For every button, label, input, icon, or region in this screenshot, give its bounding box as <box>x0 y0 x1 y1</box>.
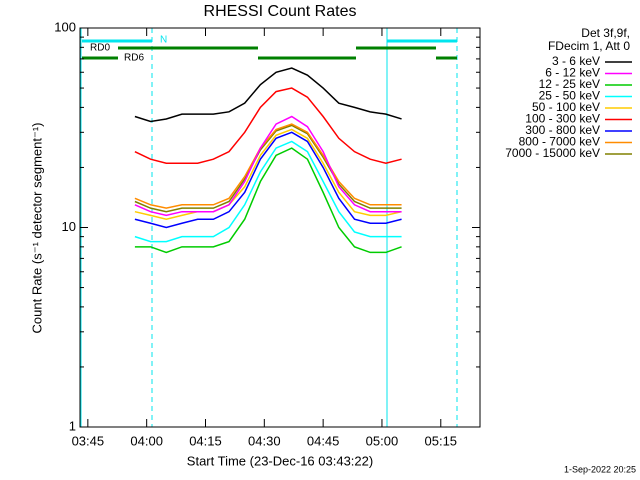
chart-title: RHESSI Count Rates <box>204 3 357 20</box>
x-tick-label: 04:30 <box>248 433 281 448</box>
legend-label: 3 - 6 keV <box>552 54 600 68</box>
legend-label: 7000 - 15000 keV <box>505 146 600 160</box>
x-tick-label: 05:15 <box>425 433 458 448</box>
annotation: N <box>160 35 167 46</box>
series-line <box>134 140 402 243</box>
state-bars <box>82 39 457 60</box>
annotation: RD0 <box>90 43 110 54</box>
series-line <box>134 87 402 164</box>
legend-label: 100 - 300 keV <box>525 112 600 126</box>
legend-title: FDecim 1, Att 0 <box>548 39 630 53</box>
series-line <box>134 124 402 213</box>
annotation: RD6 <box>124 53 144 64</box>
y-tick-label: 10 <box>62 219 76 234</box>
x-tick-label: 04:00 <box>130 433 163 448</box>
legend-label: 25 - 50 keV <box>539 89 600 103</box>
x-tick-label: 04:45 <box>307 433 340 448</box>
series-line <box>134 123 402 209</box>
x-axis-label: Start Time (23-Dec-16 03:43:22) <box>187 453 373 468</box>
x-tick-label: 04:15 <box>189 433 222 448</box>
legend-label: 800 - 7000 keV <box>519 135 600 149</box>
legend-label: 300 - 800 keV <box>525 123 600 137</box>
y-axis-label: Count Rate (s⁻¹ detector segment⁻¹) <box>29 123 44 334</box>
legend-title: Det 3f,9f, <box>581 26 630 40</box>
legend-label: 50 - 100 keV <box>532 100 600 114</box>
y-tick-label: 1 <box>69 418 76 433</box>
series-line <box>134 115 402 217</box>
y-tick-label: 100 <box>54 19 76 34</box>
series-line <box>134 128 402 221</box>
x-tick-label: 03:45 <box>72 433 105 448</box>
series-line <box>134 67 402 123</box>
series-line <box>134 147 402 254</box>
x-tick-label: 05:00 <box>366 433 399 448</box>
series-line <box>134 131 402 229</box>
footer: 1-Sep-2022 20:25 <box>564 464 636 474</box>
legend-label: 12 - 25 keV <box>539 77 600 91</box>
legend-label: 6 - 12 keV <box>545 66 600 80</box>
